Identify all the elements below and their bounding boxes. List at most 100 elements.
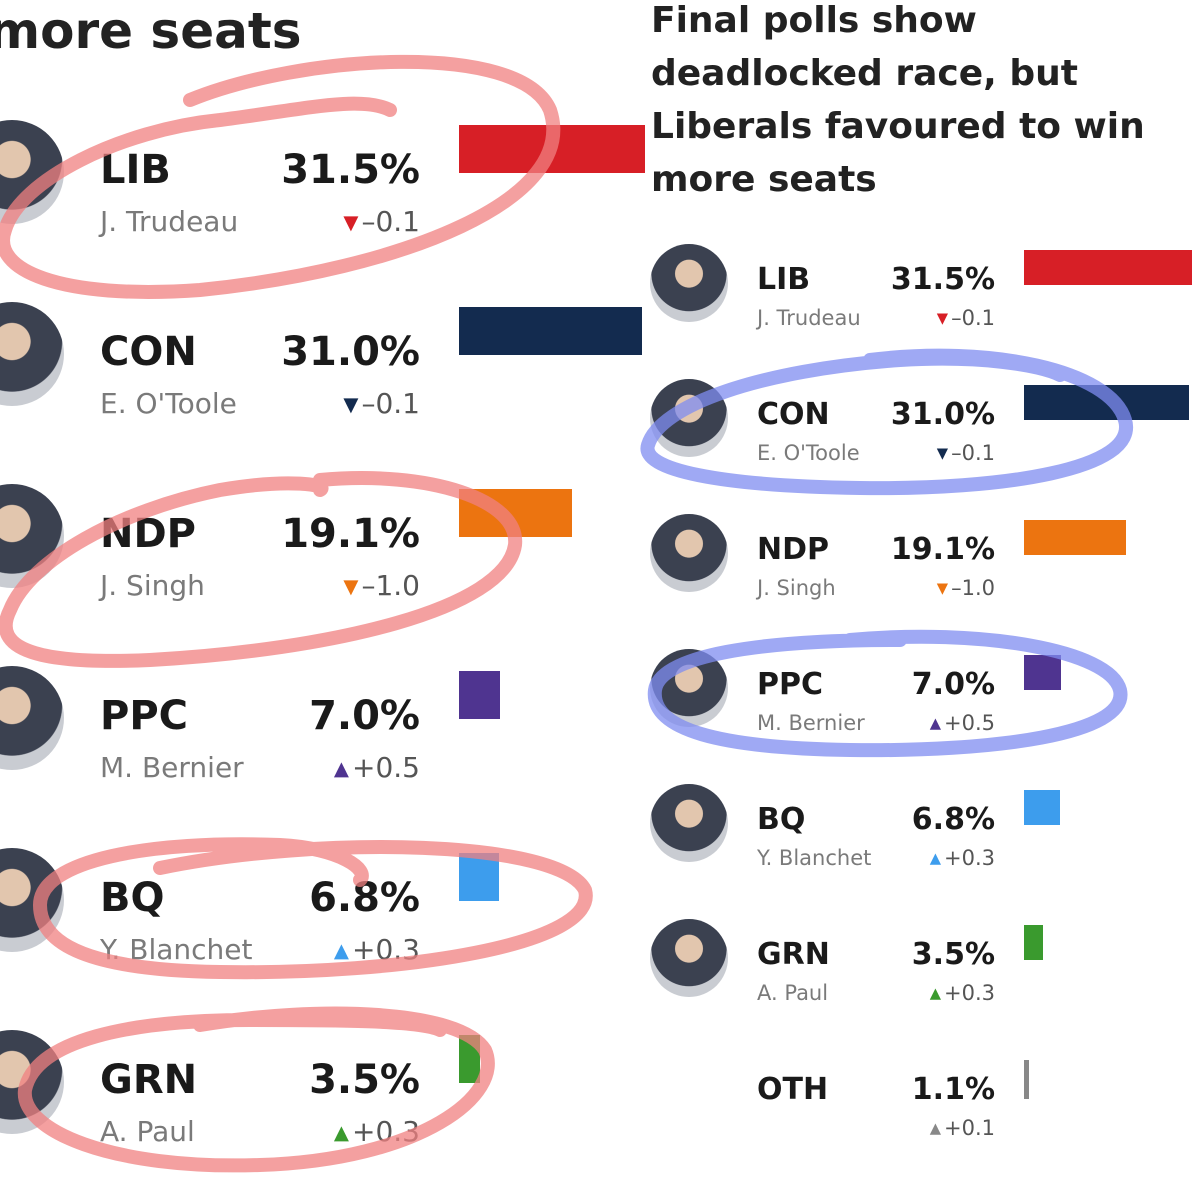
right-row-con: CON 31.0% E. O'Toole ▼ –0.1 [645,377,1200,512]
right-change-value-ndp: –1.0 [951,576,995,600]
right-leader-grn: A. Paul [757,981,829,1005]
left-row-con: CON 31.0% E. O'Toole ▼ –0.1 [0,287,645,469]
right-leader-lib: J. Trudeau [757,306,861,330]
left-leader-ppc: M. Bernier [100,751,244,784]
left-party-ppc: PPC [100,693,188,739]
left-title-fragment: more seats [0,2,302,60]
left-row-ndp: NDP 19.1% J. Singh ▼ –1.0 [0,469,645,651]
right-change-ppc: ▲ +0.5 [795,711,995,735]
right-percent-ppc: 7.0% [911,667,995,702]
left-row-ppc: PPC 7.0% M. Bernier ▲ +0.5 [0,651,645,833]
left-row-grn: GRN 3.5% A. Paul ▲ +0.3 [0,1015,645,1197]
left-leader-ndp: J. Singh [100,569,205,602]
right-party-bq: BQ [757,802,806,837]
right-change-arrow-lib: ▼ [936,310,949,327]
left-chart-panel: more seats LIB 31.5% J. Trudeau ▼ –0.1 CON 31.… [0,2,645,1197]
left-percent-ppc: 7.0% [309,693,420,739]
right-leader-ndp: J. Singh [757,576,836,600]
right-change-arrow-grn: ▲ [929,985,941,1002]
left-row-lib: LIB 31.5% J. Trudeau ▼ –0.1 [0,105,645,287]
left-percent-lib: 31.5% [281,147,420,193]
right-change-ndp: ▼ –1.0 [795,576,995,600]
left-bar-ppc [459,671,501,719]
right-bar-oth [1024,1060,1029,1099]
right-party-grn: GRN [757,937,830,972]
right-bar-con [1024,385,1190,420]
right-change-arrow-ndp: ▼ [936,580,949,597]
left-change-arrow-grn: ▲ [333,1121,349,1144]
right-percent-ndp: 19.1% [890,532,995,567]
right-change-grn: ▲ +0.3 [795,981,995,1005]
right-title-line-3: Liberals favoured to win [651,106,1145,147]
left-percent-con: 31.0% [281,329,420,375]
right-row-grn: GRN 3.5% A. Paul ▲ +0.3 [645,917,1200,1052]
right-title-line-2: deadlocked race, but [651,53,1078,94]
left-change-ndp: ▼ –1.0 [220,569,420,602]
left-change-value-grn: +0.3 [352,1115,420,1148]
left-party-grn: GRN [100,1057,198,1103]
left-change-ppc: ▲ +0.5 [220,751,420,784]
left-avatar-con [0,302,64,406]
right-change-oth: ▲ +0.1 [795,1116,995,1140]
right-party-oth: OTH [757,1072,829,1107]
left-leader-con: E. O'Toole [100,387,237,420]
right-bar-lib [1024,250,1192,285]
right-percent-bq: 6.8% [911,802,995,837]
right-avatar-con [650,379,728,457]
right-change-arrow-bq: ▲ [929,850,941,867]
left-change-con: ▼ –0.1 [220,387,420,420]
right-avatar-bq [650,784,728,862]
right-change-value-bq: +0.3 [944,846,995,870]
left-bar-bq [459,853,500,901]
left-avatar-ppc [0,666,64,770]
left-bar-lib [459,125,645,173]
left-party-lib: LIB [100,147,171,193]
right-change-value-ppc: +0.5 [944,711,995,735]
right-row-oth: OTH 1.1% ▲ +0.1 [645,1052,1200,1187]
left-percent-bq: 6.8% [309,875,420,921]
right-rows: LIB 31.5% J. Trudeau ▼ –0.1 CON 31.0% E. O'Tool… [645,0,1200,1200]
right-title-line-4: more seats [651,159,877,200]
right-change-arrow-ppc: ▲ [929,715,941,732]
left-bar-grn [459,1035,480,1083]
right-bar-ppc [1024,655,1062,690]
right-party-ndp: NDP [757,532,829,567]
left-change-grn: ▲ +0.3 [220,1115,420,1148]
right-row-ppc: PPC 7.0% M. Bernier ▲ +0.5 [645,647,1200,782]
left-change-value-con: –0.1 [361,387,420,420]
right-avatar-lib [650,244,728,322]
left-change-arrow-con: ▼ [343,393,359,416]
right-change-arrow-oth: ▲ [929,1120,941,1137]
left-leader-grn: A. Paul [100,1115,195,1148]
left-change-bq: ▲ +0.3 [220,933,420,966]
right-change-value-grn: +0.3 [944,981,995,1005]
right-percent-con: 31.0% [890,397,995,432]
left-change-value-ndp: –1.0 [361,569,420,602]
right-avatar-ndp [650,514,728,592]
left-avatar-grn [0,1030,64,1134]
right-bar-bq [1024,790,1061,825]
right-percent-oth: 1.1% [911,1072,995,1107]
right-title-line-1: Final polls show [651,0,977,41]
left-party-ndp: NDP [100,511,196,557]
left-change-arrow-ndp: ▼ [343,575,359,598]
right-row-lib: LIB 31.5% J. Trudeau ▼ –0.1 [645,242,1200,377]
left-row-bq: BQ 6.8% Y. Blanchet ▲ +0.3 [0,833,645,1015]
right-change-lib: ▼ –0.1 [795,306,995,330]
left-avatar-lib [0,120,64,224]
left-change-lib: ▼ –0.1 [220,205,420,238]
left-percent-ndp: 19.1% [281,511,420,557]
left-party-bq: BQ [100,875,165,921]
left-party-con: CON [100,329,197,375]
right-change-value-oth: +0.1 [944,1116,995,1140]
left-change-arrow-bq: ▲ [333,939,349,962]
right-percent-grn: 3.5% [911,937,995,972]
right-leader-bq: Y. Blanchet [757,846,872,870]
right-party-lib: LIB [757,262,811,297]
left-change-arrow-ppc: ▲ [333,757,349,780]
left-change-arrow-lib: ▼ [343,211,359,234]
right-change-con: ▼ –0.1 [795,441,995,465]
left-leader-lib: J. Trudeau [100,205,239,238]
left-bar-ndp [459,489,572,537]
left-change-value-lib: –0.1 [361,205,420,238]
